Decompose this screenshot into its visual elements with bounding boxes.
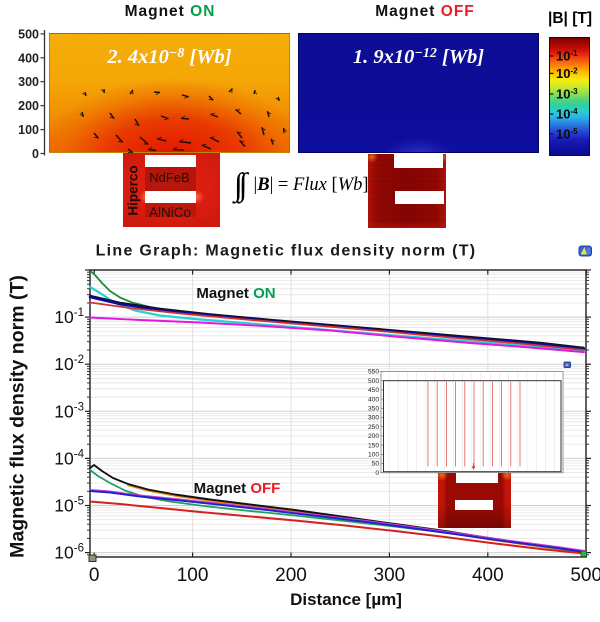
svg-text:Distance [µm]: Distance [µm] bbox=[290, 590, 402, 609]
svg-text:500: 500 bbox=[570, 565, 600, 586]
svg-text:300: 300 bbox=[368, 415, 379, 422]
svg-text:100: 100 bbox=[177, 565, 209, 586]
svg-text:10-4: 10-4 bbox=[54, 448, 84, 468]
svg-text:10-2: 10-2 bbox=[556, 66, 578, 81]
svg-text:10-3: 10-3 bbox=[556, 87, 578, 102]
svg-text:Magnet OFF: Magnet OFF bbox=[194, 480, 281, 497]
svg-text:400: 400 bbox=[472, 565, 504, 586]
svg-text:100: 100 bbox=[368, 452, 379, 459]
svg-text:550: 550 bbox=[368, 369, 379, 376]
svg-text:150: 150 bbox=[368, 442, 379, 449]
svg-text:10-2: 10-2 bbox=[54, 354, 84, 374]
svg-text:50: 50 bbox=[372, 461, 380, 468]
svg-text:10-1: 10-1 bbox=[54, 307, 84, 327]
svg-text:0: 0 bbox=[375, 470, 379, 477]
svg-text:Magnet ON: Magnet ON bbox=[196, 285, 275, 302]
svg-text:450: 450 bbox=[368, 387, 379, 394]
svg-text:500: 500 bbox=[368, 378, 379, 385]
svg-text:400: 400 bbox=[18, 51, 39, 65]
svg-text:200: 200 bbox=[18, 99, 39, 113]
svg-text:300: 300 bbox=[18, 75, 39, 89]
svg-text:0: 0 bbox=[89, 565, 100, 586]
svg-text:10-6: 10-6 bbox=[54, 543, 84, 563]
svg-text:10-5: 10-5 bbox=[556, 127, 578, 142]
svg-text:200: 200 bbox=[275, 565, 307, 586]
svg-text:250: 250 bbox=[368, 424, 379, 431]
svg-text:10-4: 10-4 bbox=[556, 107, 578, 122]
svg-text:100: 100 bbox=[18, 123, 39, 137]
svg-text:400: 400 bbox=[368, 396, 379, 403]
svg-text:10-3: 10-3 bbox=[54, 401, 84, 421]
svg-text:200: 200 bbox=[368, 433, 379, 440]
svg-text:10-1: 10-1 bbox=[556, 49, 578, 64]
svg-text:300: 300 bbox=[374, 565, 406, 586]
svg-text:10-5: 10-5 bbox=[54, 496, 84, 516]
svg-text:0: 0 bbox=[32, 147, 39, 161]
svg-text:Line Graph: Magnetic flux dens: Line Graph: Magnetic flux density norm (… bbox=[96, 243, 477, 260]
svg-text:350: 350 bbox=[368, 406, 379, 413]
svg-text:500: 500 bbox=[18, 27, 39, 41]
